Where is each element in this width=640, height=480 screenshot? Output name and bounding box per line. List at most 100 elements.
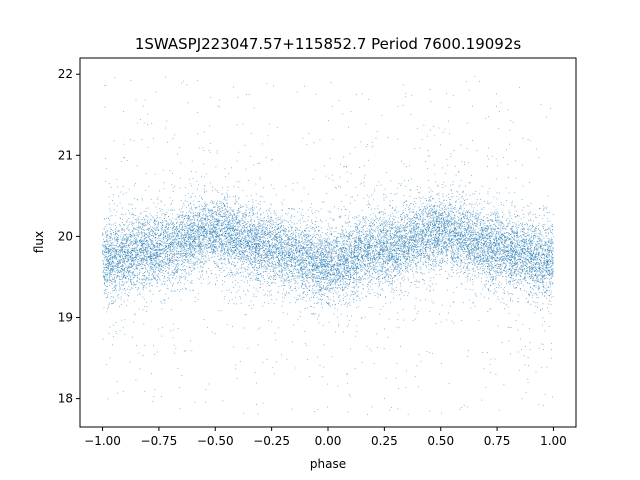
data-point xyxy=(127,250,128,252)
data-point xyxy=(134,198,135,199)
data-point xyxy=(110,224,112,226)
data-point xyxy=(507,306,509,308)
data-point xyxy=(487,220,488,222)
data-point xyxy=(294,257,296,258)
data-point xyxy=(400,231,402,233)
data-point xyxy=(430,247,432,249)
data-point xyxy=(216,202,218,204)
data-point xyxy=(364,225,366,226)
data-point xyxy=(302,261,304,263)
data-point xyxy=(295,257,297,259)
data-point xyxy=(139,247,141,249)
data-point xyxy=(294,268,296,270)
data-point xyxy=(302,296,304,298)
data-point xyxy=(280,222,281,224)
data-point xyxy=(108,259,109,261)
data-point xyxy=(349,249,351,251)
data-point xyxy=(406,259,407,261)
data-point xyxy=(414,308,416,310)
data-point xyxy=(115,234,117,235)
data-point xyxy=(330,281,332,283)
data-point xyxy=(161,269,163,271)
data-point xyxy=(278,247,279,249)
data-point xyxy=(433,266,435,267)
data-point xyxy=(123,246,124,247)
data-point xyxy=(331,252,332,253)
data-point xyxy=(238,208,240,209)
data-point xyxy=(267,261,269,262)
data-point xyxy=(133,284,135,286)
data-point xyxy=(404,247,405,249)
data-point xyxy=(279,264,281,266)
data-point xyxy=(513,259,515,261)
data-point xyxy=(104,226,106,228)
data-point xyxy=(150,244,151,246)
data-point xyxy=(154,254,155,256)
data-point xyxy=(366,256,368,258)
data-point xyxy=(530,250,532,252)
data-point xyxy=(419,281,420,283)
data-point xyxy=(438,213,439,214)
data-point xyxy=(429,222,431,224)
data-point xyxy=(547,294,549,296)
data-point xyxy=(136,254,138,255)
data-point xyxy=(453,208,455,210)
data-point xyxy=(501,223,503,224)
data-point xyxy=(502,216,503,217)
data-point xyxy=(188,218,189,219)
data-point xyxy=(107,241,109,243)
data-point xyxy=(289,252,291,253)
data-point xyxy=(168,234,170,235)
data-point xyxy=(278,327,279,329)
data-point xyxy=(492,251,494,253)
data-point xyxy=(442,209,444,211)
data-point xyxy=(490,255,491,257)
data-point xyxy=(485,230,486,231)
data-point xyxy=(153,202,155,204)
data-point xyxy=(510,241,512,243)
data-point xyxy=(533,280,535,282)
data-point xyxy=(112,248,114,249)
data-point xyxy=(192,248,194,250)
data-point xyxy=(533,258,535,260)
data-point xyxy=(460,246,461,248)
data-point xyxy=(395,243,396,245)
data-point xyxy=(294,262,296,264)
data-point xyxy=(297,282,299,284)
data-point xyxy=(496,241,498,243)
data-point xyxy=(114,231,116,232)
data-point xyxy=(338,284,340,286)
data-point xyxy=(240,232,242,234)
data-point xyxy=(325,241,327,242)
data-point xyxy=(535,148,537,150)
data-point xyxy=(345,273,346,275)
data-point xyxy=(110,280,112,281)
data-point xyxy=(370,218,372,220)
data-point xyxy=(385,275,387,277)
data-point xyxy=(409,247,411,249)
data-point xyxy=(486,246,487,248)
data-point xyxy=(477,252,479,254)
data-point xyxy=(209,246,211,248)
data-point xyxy=(364,241,366,243)
data-point xyxy=(206,235,208,236)
data-point xyxy=(343,279,344,281)
data-point xyxy=(121,319,122,321)
data-point xyxy=(504,287,505,288)
data-point xyxy=(438,207,440,208)
data-point xyxy=(500,230,502,232)
data-point xyxy=(423,237,425,239)
data-point xyxy=(431,234,433,236)
data-point xyxy=(530,237,532,239)
data-point xyxy=(284,261,285,263)
data-point xyxy=(416,245,417,246)
data-point xyxy=(255,250,256,251)
data-point xyxy=(252,264,253,265)
data-point xyxy=(385,232,387,234)
data-point xyxy=(412,218,413,219)
data-point xyxy=(489,364,491,365)
data-point xyxy=(324,271,326,272)
data-point xyxy=(502,298,504,300)
data-point xyxy=(508,244,510,246)
data-point xyxy=(380,263,382,265)
